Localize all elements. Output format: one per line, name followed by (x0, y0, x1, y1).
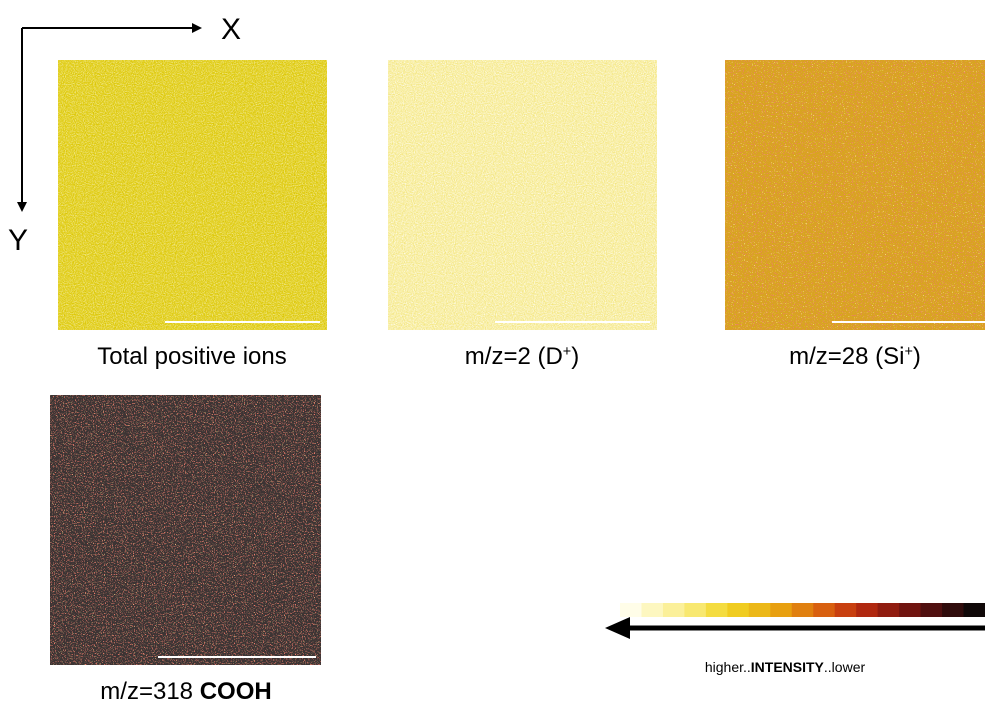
image-panel (388, 60, 657, 330)
y-label: Y (8, 224, 28, 257)
colorbar-block (921, 603, 943, 617)
label: m/z=28 (Si+) (789, 343, 921, 370)
colorbar-block (856, 603, 878, 617)
image-panel (58, 60, 327, 330)
x-label: X (221, 13, 241, 46)
colorbar-block (663, 603, 685, 617)
label-part: Total positive ions (97, 343, 286, 370)
colorbar-block (706, 603, 728, 617)
colorbar: higher..INTENSITY..lower (620, 603, 985, 675)
colorbar-block (620, 603, 642, 617)
figure: X Y Total positive ionsm/z=2 (D+)m/z=28 … (0, 0, 985, 708)
label: m/z=318 COOH (100, 678, 271, 705)
label-part: + (904, 344, 912, 360)
label-part: ..lower (824, 659, 866, 675)
label-part: ) (913, 343, 921, 370)
label-part: m/z=318 (100, 678, 199, 705)
colorbar-block (770, 603, 792, 617)
image-panel (50, 395, 321, 665)
label-part: COOH (200, 678, 272, 705)
colorbar-block (813, 603, 835, 617)
colorbar-block (878, 603, 900, 617)
label-part: INTENSITY (751, 659, 825, 675)
label: m/z=2 (D+) (465, 343, 579, 370)
label: higher..INTENSITY..lower (705, 659, 866, 675)
colorbar-block (727, 603, 749, 617)
colorbar-block (684, 603, 706, 617)
colorbar-block (942, 603, 964, 617)
label-part: ) (571, 343, 579, 370)
colorbar-block (835, 603, 857, 617)
label-part: m/z=2 (D (465, 343, 563, 370)
label-part: higher.. (705, 659, 751, 675)
colorbar-block (899, 603, 921, 617)
colorbar-block (749, 603, 771, 617)
label-part: m/z=28 (Si (789, 343, 904, 370)
image-panel (725, 60, 985, 330)
colorbar-block (792, 603, 814, 617)
colorbar-block (641, 603, 663, 617)
colorbar-block (964, 603, 985, 617)
arrow-head (605, 617, 630, 639)
label: Total positive ions (97, 343, 286, 370)
label-part: + (563, 344, 571, 360)
